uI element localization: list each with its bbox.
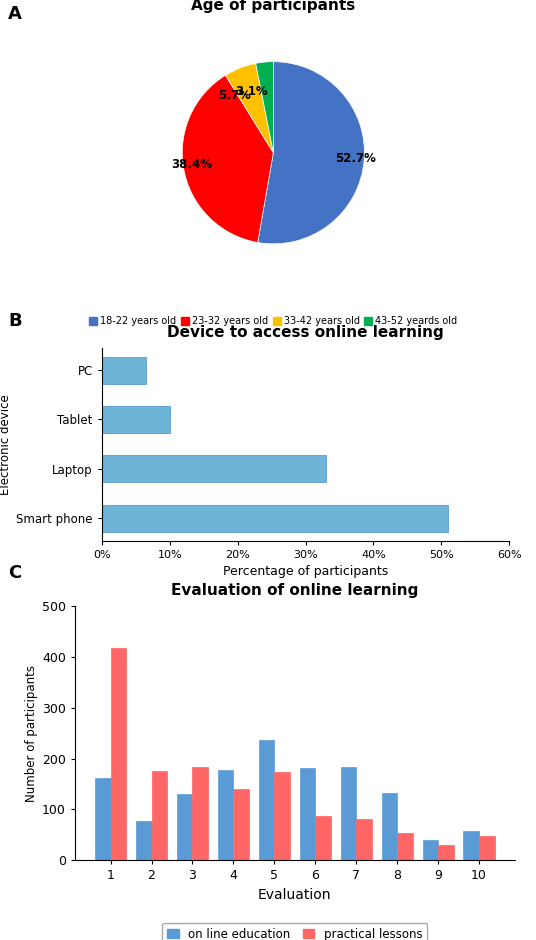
Bar bbox=[218, 770, 233, 860]
Text: A: A bbox=[8, 5, 22, 23]
Bar bbox=[102, 406, 170, 433]
Bar bbox=[382, 793, 397, 860]
Bar bbox=[259, 740, 274, 860]
X-axis label: Evaluation: Evaluation bbox=[258, 887, 332, 901]
Bar bbox=[102, 455, 326, 482]
Wedge shape bbox=[258, 62, 364, 243]
Bar bbox=[274, 773, 290, 860]
X-axis label: Percentage of participants: Percentage of participants bbox=[223, 565, 388, 578]
Text: B: B bbox=[8, 312, 21, 330]
Bar bbox=[464, 831, 479, 860]
Wedge shape bbox=[182, 75, 273, 243]
Legend: on line education, practical lessons: on line education, practical lessons bbox=[162, 923, 427, 940]
Bar bbox=[397, 833, 413, 860]
Bar bbox=[192, 767, 208, 860]
Bar bbox=[438, 845, 453, 860]
Bar bbox=[422, 839, 438, 860]
Bar bbox=[479, 837, 495, 860]
Text: 3.1%: 3.1% bbox=[235, 85, 267, 98]
Text: 38.4%: 38.4% bbox=[172, 158, 213, 171]
Bar bbox=[102, 356, 146, 384]
Wedge shape bbox=[256, 62, 273, 152]
Y-axis label: Electronic device: Electronic device bbox=[0, 394, 12, 494]
Bar bbox=[177, 794, 192, 860]
Bar bbox=[233, 789, 249, 860]
Bar bbox=[356, 820, 372, 860]
Text: 52.7%: 52.7% bbox=[335, 151, 376, 164]
Bar bbox=[152, 771, 167, 860]
Text: 5.7%: 5.7% bbox=[218, 88, 251, 102]
Bar bbox=[110, 648, 126, 860]
Bar bbox=[102, 505, 448, 532]
Title: Age of participants: Age of participants bbox=[191, 0, 355, 13]
Bar bbox=[341, 767, 356, 860]
Y-axis label: Number of participants: Number of participants bbox=[25, 665, 38, 802]
Text: C: C bbox=[8, 564, 21, 582]
Legend: 18-22 years old, 23-32 years old, 33-42 years old, 43-52 yeards old: 18-22 years old, 23-32 years old, 33-42 … bbox=[86, 312, 461, 330]
Bar bbox=[136, 821, 152, 860]
Wedge shape bbox=[226, 63, 273, 152]
Bar bbox=[315, 816, 331, 860]
Title: Evaluation of online learning: Evaluation of online learning bbox=[171, 583, 419, 598]
Bar bbox=[300, 768, 315, 860]
Title: Device to access online learning: Device to access online learning bbox=[167, 324, 444, 339]
Bar bbox=[95, 778, 110, 860]
